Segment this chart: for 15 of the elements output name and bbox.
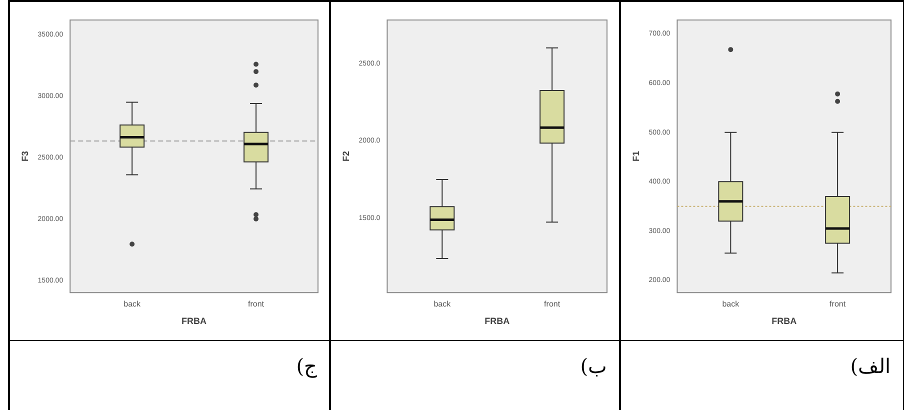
y-axis-title: F2 — [340, 151, 351, 162]
text: الف) — [850, 354, 891, 378]
x-tick-label: front — [248, 300, 265, 309]
y-axis-title: F3 — [20, 151, 30, 162]
x-tick-label: front — [544, 300, 561, 309]
x-axis-title: FRBA — [772, 316, 798, 326]
y-axis-title: F1 — [630, 151, 641, 162]
x-axis-title: FRBA — [484, 316, 510, 326]
text: ج) — [296, 354, 317, 378]
x-tick-label: back — [124, 300, 142, 309]
x-tick-label: front — [830, 300, 846, 309]
x-axis-title: FRBA — [182, 316, 208, 326]
text: ب) — [580, 354, 607, 378]
x-tick-label: back — [434, 300, 452, 309]
x-tick-label: back — [722, 300, 740, 309]
